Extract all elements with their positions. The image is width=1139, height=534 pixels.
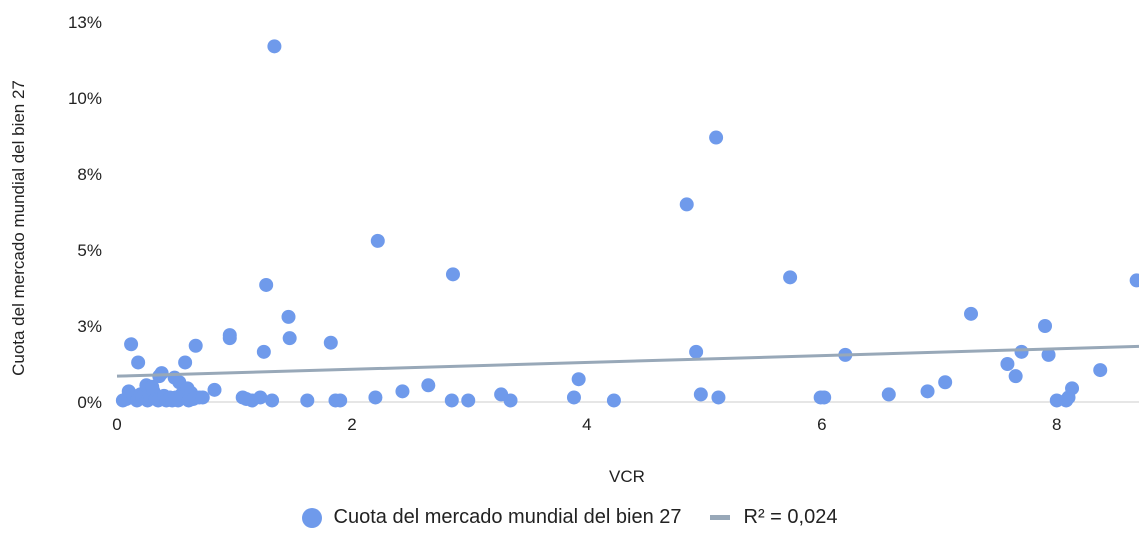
- data-point[interactable]: [253, 390, 268, 405]
- data-point[interactable]: [920, 384, 935, 399]
- data-point[interactable]: [323, 335, 338, 350]
- data-point[interactable]: [370, 233, 385, 248]
- y-tick-label: 13%: [68, 13, 102, 32]
- data-point[interactable]: [709, 130, 724, 145]
- x-tick-label: 8: [1052, 415, 1061, 434]
- data-point[interactable]: [1000, 357, 1015, 371]
- legend-item-trendline[interactable]: R² = 0,024: [709, 506, 838, 529]
- legend-marker-dot: [301, 507, 322, 528]
- data-point[interactable]: [222, 328, 237, 343]
- scatter-chart: 0% 3% 5% 8% 10% 13% 0 2 4 6 8 VCR Cuota del merca…: [9, 13, 1139, 486]
- data-point[interactable]: [124, 337, 139, 352]
- data-point[interactable]: [195, 390, 210, 405]
- data-point[interactable]: [571, 372, 586, 387]
- data-point[interactable]: [1008, 369, 1023, 384]
- data-point[interactable]: [281, 309, 296, 324]
- data-point[interactable]: [444, 393, 459, 408]
- data-point[interactable]: [1065, 381, 1080, 396]
- data-point[interactable]: [461, 393, 476, 408]
- y-tick-label: 3%: [77, 317, 102, 336]
- data-point[interactable]: [679, 197, 694, 212]
- y-tick-label: 5%: [77, 241, 102, 260]
- x-tick-label: 4: [582, 415, 591, 434]
- y-tick-label: 10%: [68, 89, 102, 108]
- legend-marker-line: [709, 515, 730, 520]
- data-point[interactable]: [368, 390, 383, 405]
- x-axis-ticks: 0 2 4 6 8: [112, 415, 1061, 434]
- data-point[interactable]: [1093, 363, 1108, 378]
- legend-label-scatter: Cuota del mercado mundial del bien 27: [333, 506, 682, 528]
- data-point[interactable]: [207, 382, 222, 397]
- x-tick-label: 6: [817, 415, 826, 434]
- data-point[interactable]: [265, 393, 280, 408]
- data-point[interactable]: [445, 267, 460, 282]
- data-point[interactable]: [693, 387, 708, 402]
- x-axis-title: VCR: [609, 467, 645, 486]
- data-point[interactable]: [1129, 273, 1139, 288]
- data-point[interactable]: [938, 375, 953, 390]
- data-point[interactable]: [259, 277, 274, 292]
- data-point[interactable]: [1041, 347, 1056, 362]
- data-point[interactable]: [711, 390, 726, 405]
- data-point[interactable]: [689, 344, 704, 359]
- data-point[interactable]: [783, 270, 798, 285]
- x-tick-label: 0: [112, 415, 121, 434]
- legend: Cuota del mercado mundial del bien 27 R²…: [0, 506, 1139, 529]
- data-point[interactable]: [282, 331, 297, 346]
- data-point[interactable]: [503, 393, 518, 408]
- data-point[interactable]: [881, 387, 896, 402]
- data-point[interactable]: [395, 384, 410, 399]
- data-point[interactable]: [964, 306, 979, 321]
- y-tick-label: 0%: [77, 393, 102, 412]
- data-point[interactable]: [154, 366, 169, 381]
- data-point[interactable]: [1014, 344, 1029, 359]
- x-tick-label: 2: [347, 415, 356, 434]
- data-point[interactable]: [606, 393, 621, 408]
- data-point[interactable]: [188, 338, 203, 353]
- data-points: [115, 39, 1139, 408]
- data-point[interactable]: [566, 390, 581, 405]
- y-tick-label: 8%: [77, 165, 102, 184]
- trendline: [116, 344, 1139, 378]
- data-point[interactable]: [256, 344, 271, 359]
- legend-label-trendline: R² = 0,024: [743, 506, 838, 528]
- data-point[interactable]: [178, 355, 193, 370]
- data-point[interactable]: [131, 355, 146, 370]
- y-axis-title: Cuota del mercado mundial del bien 27: [9, 80, 28, 376]
- data-point[interactable]: [333, 393, 348, 408]
- data-point[interactable]: [421, 378, 436, 393]
- data-point[interactable]: [1038, 319, 1053, 333]
- data-point[interactable]: [267, 39, 282, 54]
- data-point[interactable]: [817, 390, 832, 405]
- legend-item-scatter[interactable]: Cuota del mercado mundial del bien 27: [301, 506, 682, 529]
- data-point[interactable]: [300, 393, 315, 408]
- y-axis-ticks: 0% 3% 5% 8% 10% 13%: [68, 13, 102, 412]
